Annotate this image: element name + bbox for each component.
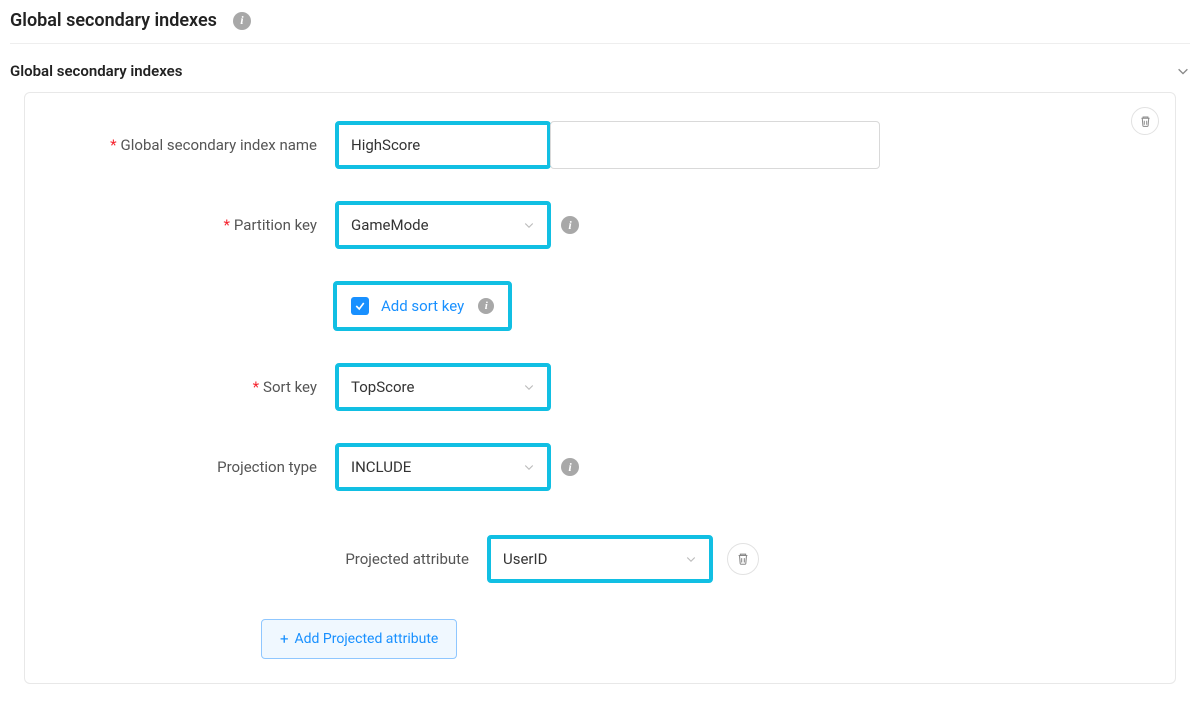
projected-attribute-select[interactable]: UserID bbox=[491, 539, 709, 579]
highlight-add-sort-key: Add sort key i bbox=[333, 281, 512, 331]
row-sort-key: *Sort key TopScore bbox=[45, 363, 1155, 411]
info-icon[interactable]: i bbox=[478, 298, 494, 314]
info-icon[interactable]: i bbox=[233, 12, 251, 30]
index-name-extra-input[interactable] bbox=[550, 121, 880, 169]
section-header[interactable]: Global secondary indexes bbox=[10, 44, 1190, 92]
sort-key-select[interactable]: TopScore bbox=[339, 367, 547, 407]
info-icon[interactable]: i bbox=[561, 458, 579, 476]
row-index-name: *Global secondary index name HighScore bbox=[45, 121, 1155, 169]
label-projection-type: Projection type bbox=[45, 458, 335, 476]
gsi-card: *Global secondary index name HighScore *… bbox=[24, 92, 1176, 684]
add-projected-attribute-button[interactable]: + Add Projected attribute bbox=[261, 619, 457, 659]
label-sort-key: *Sort key bbox=[45, 378, 335, 396]
index-name-input[interactable]: HighScore bbox=[339, 125, 547, 165]
chevron-down-icon bbox=[1176, 64, 1190, 78]
page-header: Global secondary indexes i bbox=[10, 10, 1190, 44]
label-projected-attribute: Projected attribute bbox=[45, 550, 487, 568]
label-index-name: *Global secondary index name bbox=[45, 136, 335, 154]
highlight-projection-type: INCLUDE bbox=[335, 443, 551, 491]
highlight-partition-key: GameMode bbox=[335, 201, 551, 249]
add-projected-attribute-label: Add Projected attribute bbox=[295, 631, 439, 647]
add-sort-key-label: Add sort key bbox=[381, 297, 464, 315]
row-projected-attribute: Projected attribute UserID bbox=[45, 535, 1155, 583]
checkbox-icon bbox=[351, 297, 369, 315]
row-projection-type: Projection type INCLUDE i bbox=[45, 443, 1155, 491]
highlight-projected-attribute: UserID bbox=[487, 535, 713, 583]
section-title: Global secondary indexes bbox=[10, 62, 182, 80]
page-title: Global secondary indexes bbox=[10, 10, 217, 31]
info-icon[interactable]: i bbox=[561, 216, 579, 234]
label-partition-key: *Partition key bbox=[45, 216, 335, 234]
partition-key-select[interactable]: GameMode bbox=[339, 205, 547, 245]
highlight-index-name: HighScore bbox=[335, 121, 551, 169]
row-partition-key: *Partition key GameMode i bbox=[45, 201, 1155, 249]
highlight-sort-key: TopScore bbox=[335, 363, 551, 411]
plus-icon: + bbox=[280, 630, 289, 648]
add-sort-key-checkbox[interactable]: Add sort key i bbox=[337, 285, 508, 327]
delete-projected-attribute-button[interactable] bbox=[727, 543, 759, 575]
delete-index-button[interactable] bbox=[1131, 107, 1159, 135]
row-add-projected: + Add Projected attribute bbox=[45, 619, 1155, 659]
projection-type-select[interactable]: INCLUDE bbox=[339, 447, 547, 487]
row-add-sort-key: Add sort key i bbox=[45, 281, 1155, 331]
